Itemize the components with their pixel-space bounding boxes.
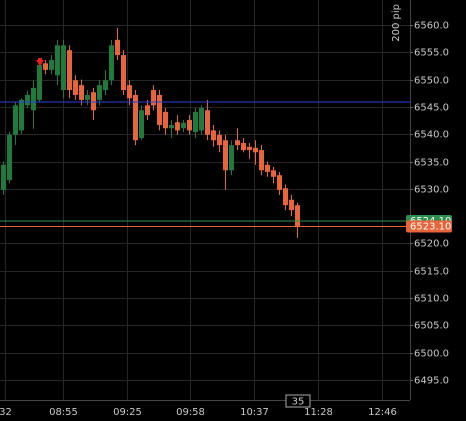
candle-body [19, 99, 24, 131]
price-tag [406, 220, 452, 233]
candle-body [13, 105, 18, 135]
candle-body [289, 199, 294, 211]
candle-body [199, 108, 204, 131]
candle-body [163, 111, 168, 129]
candle-body [169, 124, 174, 129]
candle-body [55, 45, 60, 76]
candle-body [151, 90, 156, 106]
candles [0, 27, 410, 238]
candle-body [211, 130, 216, 141]
candle-body [277, 175, 282, 190]
candle-body [139, 110, 144, 139]
y-tick-label: 6545.0 [414, 103, 449, 114]
candle-body [97, 85, 102, 100]
candle-body [31, 87, 36, 111]
y-tick-label: 6500.0 [414, 349, 449, 360]
candle-body [253, 147, 258, 153]
candle-body [25, 94, 30, 106]
candle-body [193, 111, 198, 133]
candle-body [85, 94, 90, 100]
x-tick-label: 12:46 [368, 407, 397, 418]
candle-body [121, 55, 126, 91]
x-tick-label: 32 [0, 407, 12, 418]
candle-body [1, 164, 6, 190]
y-tick-label: 6535.0 [414, 158, 449, 169]
x-tick-label: 09:25 [113, 407, 142, 418]
y-tick-label: 6510.0 [414, 294, 449, 305]
candle-body [229, 145, 234, 171]
candle-body [217, 134, 222, 146]
signal-arrow [36, 58, 44, 66]
candle-body [61, 45, 66, 91]
candle-body [73, 80, 78, 95]
candle-body [205, 110, 210, 135]
y-tick-label: 6560.0 [414, 21, 449, 32]
candle-body [283, 188, 288, 206]
candle-body [109, 45, 114, 81]
y-tick-label: 6540.0 [414, 130, 449, 141]
candle-body [259, 150, 264, 171]
x-tick-label: 09:58 [176, 407, 205, 418]
candle-body [187, 120, 192, 131]
candle-body [175, 122, 180, 131]
candle-body [115, 39, 120, 56]
y-tick-label: 6495.0 [414, 376, 449, 387]
candle-body [103, 80, 108, 91]
price-tag-label: 6523.10 [410, 221, 451, 232]
candle-body [247, 146, 252, 151]
candle-body [265, 164, 270, 172]
cursor-box [285, 394, 311, 408]
y-tick-label: 6530.0 [414, 185, 449, 196]
candle-body [79, 85, 84, 100]
candle-body [271, 170, 276, 177]
candle-body [91, 92, 96, 111]
candle-body [67, 50, 72, 91]
y-tick-label: 6550.0 [414, 76, 449, 87]
y-tick-label: 6555.0 [414, 48, 449, 59]
candle-body [127, 85, 132, 99]
candle-body [223, 140, 228, 171]
y-tick-label: 6520.0 [414, 239, 449, 250]
candle-body [295, 205, 300, 227]
cursor-label: 35 [292, 397, 305, 408]
candle-body [43, 63, 48, 70]
candle-body [181, 122, 186, 129]
labels: 6560.0 6555.0 6550.0 6545.0 6540.0 6535.0 6530… [0, 21, 452, 418]
x-tick-label: 08:55 [49, 407, 78, 418]
y-tick-label: 6515.0 [414, 267, 449, 278]
candle-body [133, 94, 138, 141]
candle-body [235, 140, 240, 146]
candle-body [157, 94, 162, 125]
x-tick-label: 10:37 [240, 407, 269, 418]
x-tick-label: 11:28 [304, 407, 333, 418]
candle-body [37, 64, 42, 100]
scale-label: 200 pip [391, 4, 402, 42]
candle-body [49, 60, 54, 70]
candle-body [145, 105, 150, 116]
candle-body [7, 134, 12, 181]
y-tick-label: 6505.0 [414, 321, 449, 332]
candle-body [241, 142, 246, 151]
